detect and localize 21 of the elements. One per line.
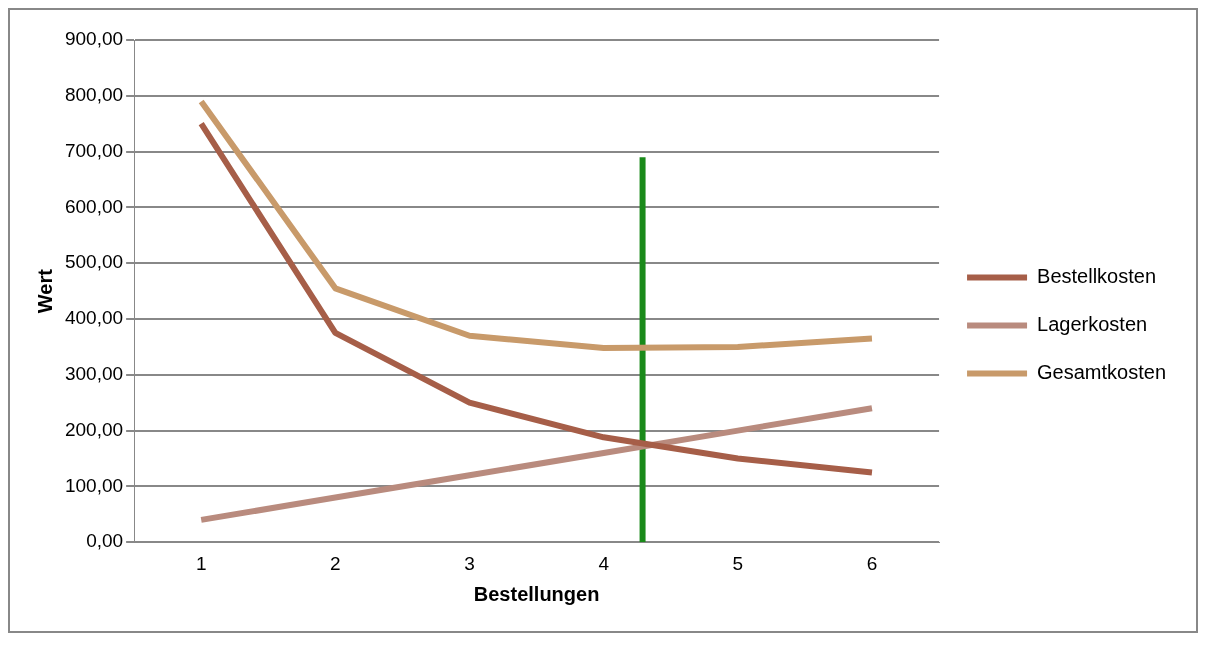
y-tick-label: 600,00 [64, 195, 124, 217]
x-axis-title: Bestellungen [473, 582, 600, 605]
x-tick-label: 6 [866, 552, 878, 574]
y-tick-label: 500,00 [64, 251, 124, 273]
y-tick-label: 700,00 [64, 139, 124, 161]
legend-label: Bestellkosten [1037, 265, 1157, 288]
x-tick-label: 3 [464, 552, 475, 574]
x-tick-label: 5 [732, 552, 744, 574]
y-tick-label: 100,00 [64, 474, 124, 496]
y-axis-title: Wert [33, 268, 56, 314]
y-tick-label: 400,00 [64, 307, 124, 329]
y-tick-label: 200,00 [64, 418, 124, 440]
legend-label: Gesamtkosten [1037, 361, 1167, 384]
y-tick-label: 900,00 [64, 28, 124, 50]
legend-label: Lagerkosten [1037, 313, 1148, 336]
x-tick-label: 1 [195, 552, 207, 574]
y-tick-label: 300,00 [64, 363, 124, 385]
x-tick-label: 4 [598, 552, 610, 574]
x-tick-label: 2 [330, 552, 341, 574]
y-tick-label: 0,00 [86, 530, 124, 552]
y-tick-label: 800,00 [64, 84, 124, 106]
